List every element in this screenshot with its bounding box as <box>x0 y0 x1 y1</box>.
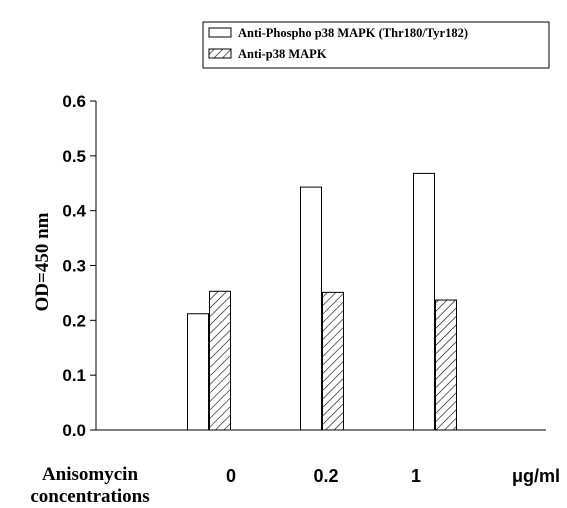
y-tick-label: 0.3 <box>62 257 86 276</box>
bar-phospho-2 <box>413 172 435 431</box>
y-tick-label: 0.1 <box>62 366 86 385</box>
bar-total-2 <box>435 299 457 431</box>
bar-phospho-0 <box>187 313 209 431</box>
category-label-0: 0 <box>226 466 236 486</box>
y-tick-label: 0.0 <box>62 421 86 440</box>
legend-entry-phospho: Anti-Phospho p38 MAPK (Thr180/Tyr182) <box>238 26 468 40</box>
y-axis-label: OD=450 nm <box>32 212 53 311</box>
bar-total-0 <box>209 290 231 431</box>
category-label-0-2: 0.2 <box>313 466 338 486</box>
bars <box>187 172 457 431</box>
legend-swatch-hatched <box>208 48 232 59</box>
x-axis-label-line-2: concentrations <box>30 486 149 507</box>
legend: Anti-Phospho p38 MAPK (Thr180/Tyr182) An… <box>202 21 550 69</box>
legend-swatch-open <box>208 27 232 38</box>
y-tick-label: 0.6 <box>62 92 86 111</box>
bar-phospho-1 <box>300 186 322 431</box>
y-tick-label: 0.2 <box>62 311 86 330</box>
legend-box <box>202 21 550 69</box>
y-ticks: 0.0 0.1 0.2 0.3 0.4 0.5 0.6 <box>62 92 96 440</box>
y-tick-label: 0.5 <box>62 147 86 166</box>
y-tick-label: 0.4 <box>62 202 86 221</box>
legend-entry-total: Anti-p38 MAPK <box>238 47 327 61</box>
x-axis-label-line-1: Anisomycin <box>42 464 139 485</box>
bar-total-1 <box>322 291 344 431</box>
unit-label: μg/ml <box>512 466 560 486</box>
category-label-1: 1 <box>411 466 421 486</box>
